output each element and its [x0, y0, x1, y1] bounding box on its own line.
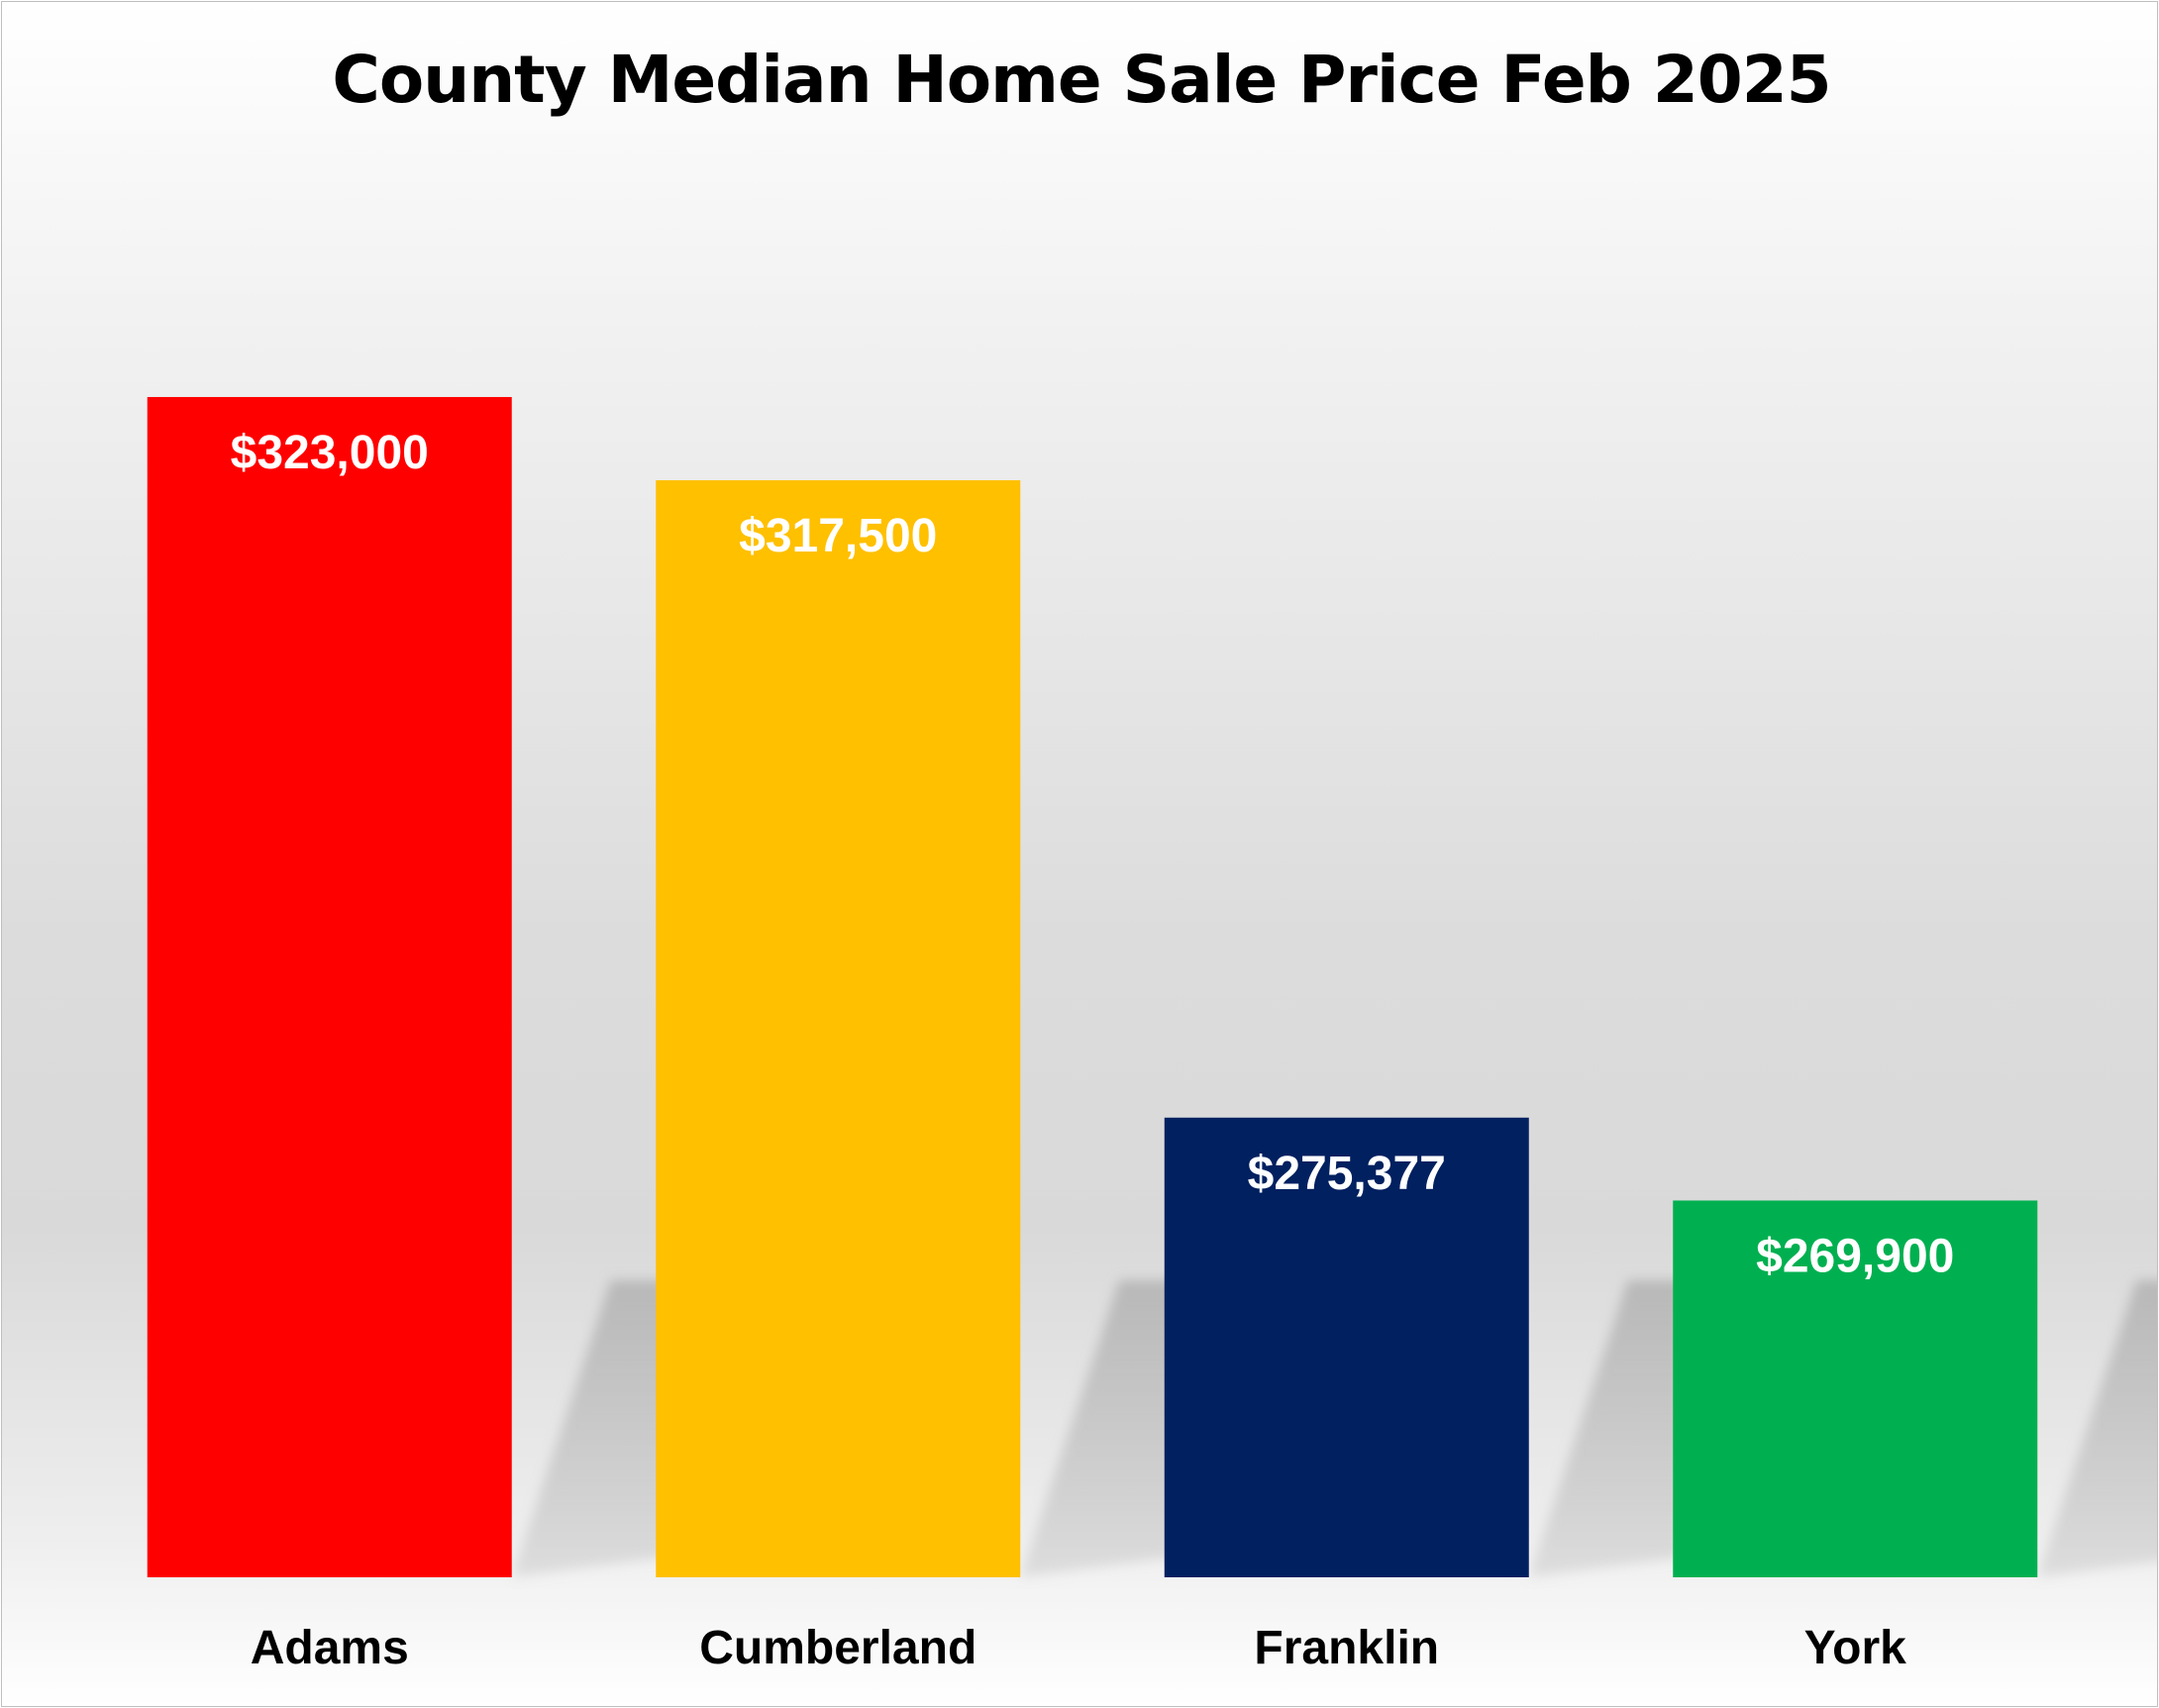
category-axis: Adams Cumberland Franklin York	[251, 1622, 1906, 1674]
category-label-franklin: Franklin	[1254, 1622, 1439, 1674]
chart-title: County Median Home Sale Price Feb 2025	[332, 42, 1831, 118]
data-label-adams: $323,000	[231, 427, 429, 479]
data-label-york: $269,900	[1756, 1230, 1954, 1282]
bars	[147, 396, 2038, 1578]
category-label-cumberland: Cumberland	[699, 1622, 977, 1674]
bar-adams	[147, 396, 512, 1578]
category-label-adams: Adams	[251, 1622, 409, 1674]
category-label-york: York	[1804, 1622, 1906, 1674]
bar-franklin	[1164, 1117, 1529, 1577]
bar-york	[1673, 1200, 2038, 1577]
data-labels: $323,000 $317,500 $275,377 $269,900	[231, 427, 1955, 1282]
bar-shadow	[2037, 1280, 2157, 1577]
data-label-cumberland: $317,500	[739, 510, 937, 562]
bar-cumberland	[656, 480, 1021, 1577]
data-label-franklin: $275,377	[1248, 1148, 1446, 1200]
